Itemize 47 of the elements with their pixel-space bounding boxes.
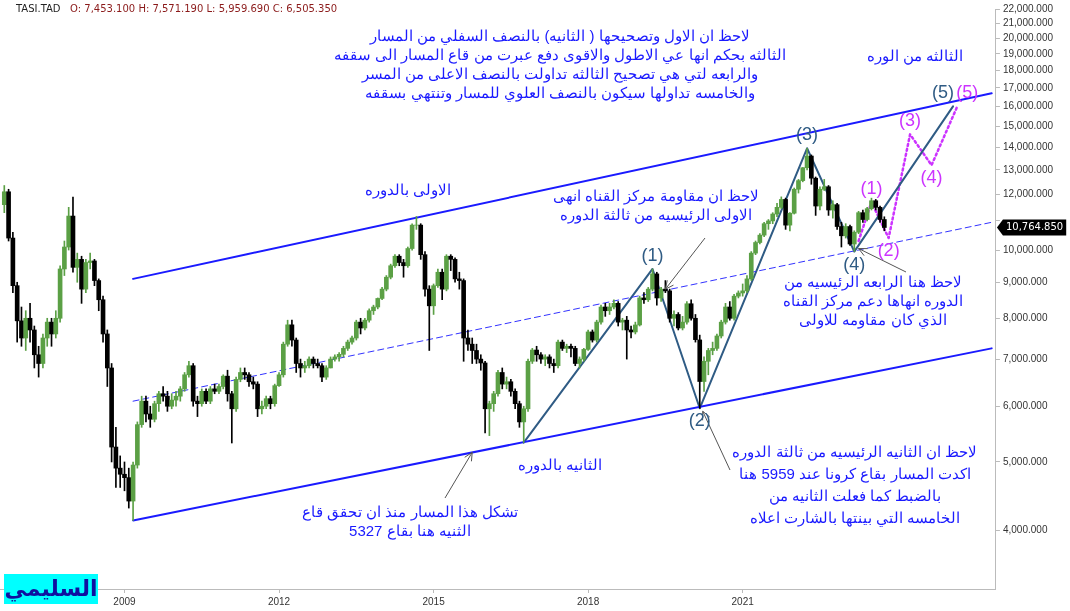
x-tick-label: 2015 (422, 595, 446, 607)
y-tick-label: 17,000.000 (1002, 81, 1054, 93)
y-tick-label: 7,000.000 (1002, 352, 1048, 364)
annotation: تشكل هذا المسار منذ ان تحقق قاع الثنيه هنا بقاع 5327 (301, 502, 519, 540)
text: 10,764.850 (1005, 221, 1064, 233)
annotation: لاحظ ان الاول وتصحيحها ( الثانيه) بالنصف السفلي من المسار الثالثه بحكم انها عي الاطول والاقوى دفع عبرت من قاع المسار الى سقفه والرابعه لتي هي تصحيح الثالثه تداولت بالنصف الاعلى من المسر والخامسه تداولها سيكون بالنصف العلوي للمسار وتنتهي بسقفه (333, 26, 787, 102)
signature-box: السليمي (4, 574, 98, 604)
annotation: (4) (920, 167, 943, 188)
annotation: (5) (956, 82, 979, 103)
y-tick-label: 22,000.000 (1002, 2, 1054, 14)
candlestick (551, 358, 557, 373)
y-tick-label: 20,000.000 (1002, 31, 1054, 43)
y-tick-label: 19,000.000 (1002, 47, 1054, 59)
annotation: (3) (899, 110, 922, 131)
annotation: (2) (877, 240, 900, 261)
annotation: لاحظ هنا الرابعه الرئيسيه من الدوره انهاها دعم مركز القناه الذي كان مقاومه للاولى (782, 273, 964, 329)
annotation: (4) (843, 253, 866, 274)
y-tick-label: 12,000.000 (1002, 188, 1054, 200)
y-tick-label: 9,000.000 (1002, 276, 1048, 288)
x-tick-label: 2012 (267, 595, 291, 607)
candlestick (624, 316, 630, 360)
annotation: لاحظ ان الثانيه الرئيسيه من ثالثة الدوره اكدت المسار بقاع كرونا عند 5959 هنا بالضبط كما فعلت الثانيه من الخامسه التي بينتها بالشارت اعلاه (732, 442, 978, 529)
chart-title: TASI.TAD (16, 3, 62, 14)
x-tick-label: 2018 (577, 595, 600, 607)
y-tick-label: 5,000.000 (1002, 455, 1048, 467)
annotation: الثالثه من الوره (866, 46, 964, 65)
x-tick-label: 2009 (113, 595, 137, 607)
annotation: O: 7,453.100 H: 7,571.190 L: 5,959.690 C: 6,505.350 (70, 3, 338, 14)
y-tick-label: 21,000.000 (1002, 16, 1054, 28)
annotation: لاحظ ان مقاومة مركز القناه انهى الاولى الرئيسيه من ثالثة الدوره (553, 186, 759, 224)
y-tick-label: 16,000.000 (1002, 100, 1054, 112)
x-tick-label: 2021 (731, 595, 755, 607)
y-tick-label: 18,000.000 (1002, 64, 1054, 76)
annotation: الثانيه بالدوره (517, 455, 603, 474)
y-tick-label: 13,000.000 (1002, 163, 1054, 175)
y-tick-label: 14,000.000 (1002, 140, 1054, 152)
annotation: (5) (932, 82, 955, 103)
y-tick-label: 15,000.000 (1002, 119, 1054, 131)
annotation: (1) (641, 244, 664, 265)
annotation: الاولى بالدوره (364, 180, 452, 199)
y-tick-label: 6,000.000 (1002, 399, 1048, 411)
y-tick-label: 8,000.000 (1002, 312, 1048, 324)
annotation: (2) (688, 410, 711, 431)
y-tick-label: 10,000.000 (1002, 243, 1054, 255)
candlestick (302, 360, 308, 373)
annotation: (1) (860, 178, 883, 199)
y-tick-label: 4,000.000 (1002, 523, 1048, 535)
